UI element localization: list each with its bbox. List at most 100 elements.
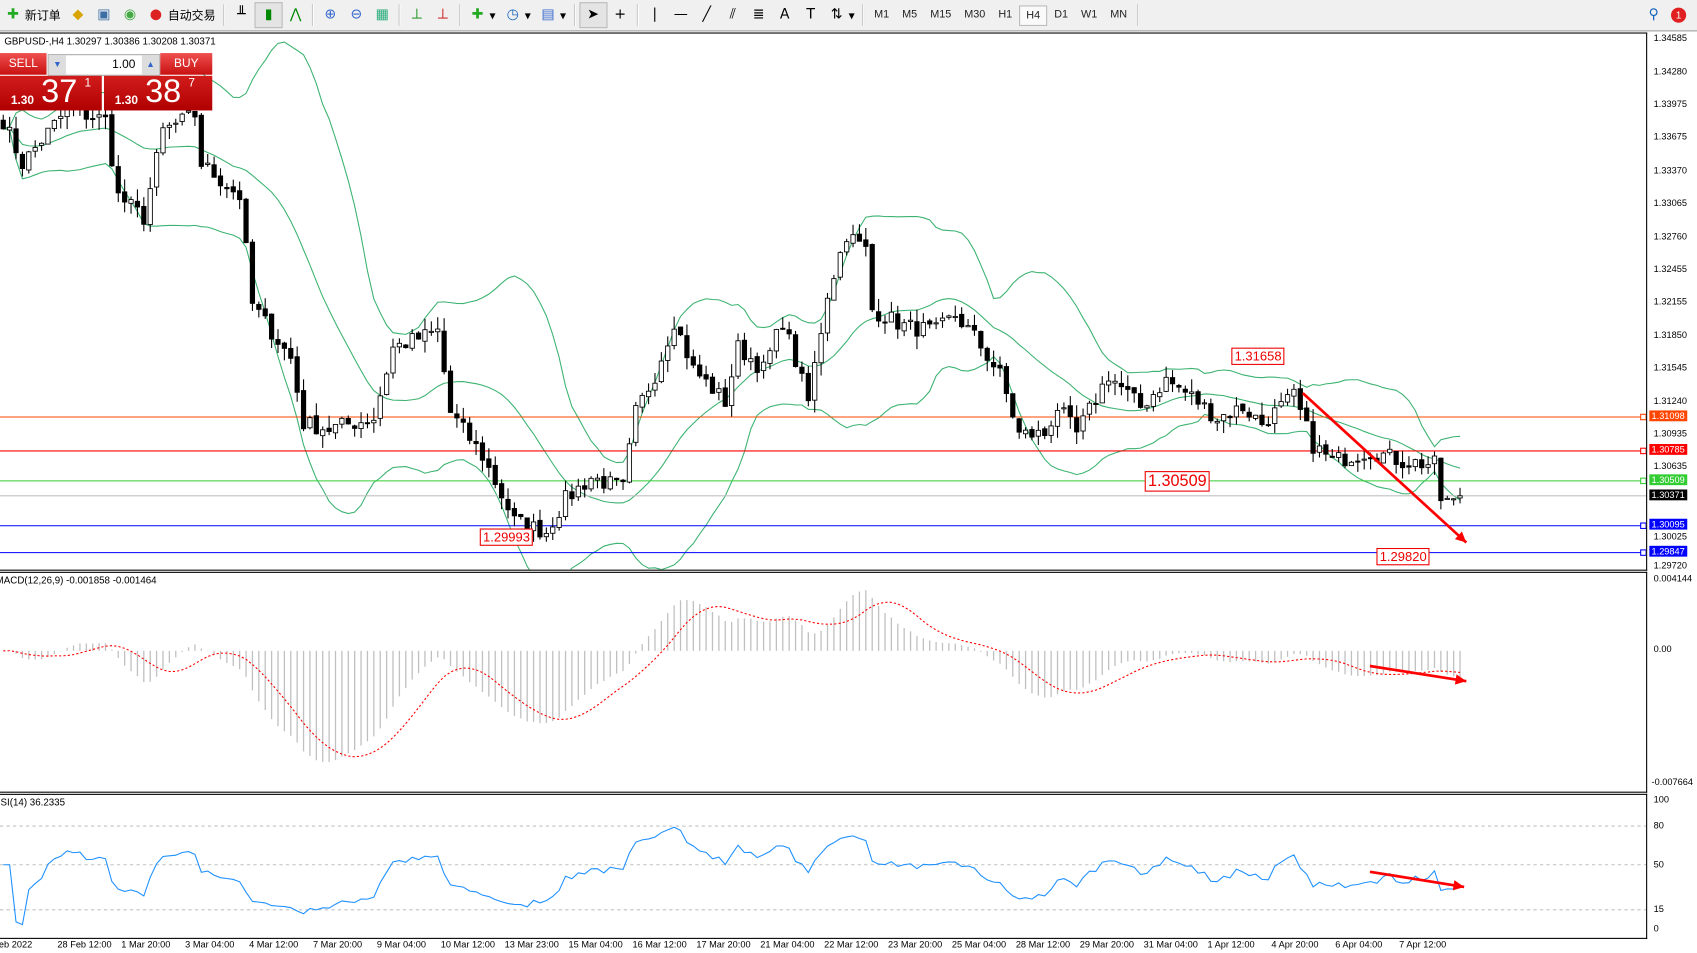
price-axis[interactable]: 1.34585 1.34280 1.33975 1.33675 1.33370 1.330… <box>1647 32 1697 571</box>
cursor-button[interactable]: ➤ <box>578 2 608 29</box>
auto-scroll-button[interactable]: ⊥ <box>404 3 430 27</box>
rsi-canvas <box>0 825 1647 926</box>
bearish-candle-body <box>1393 450 1399 465</box>
candle-chart-button[interactable]: ▮ <box>254 2 283 29</box>
candle <box>7 116 13 143</box>
sell-price-button[interactable]: 1.30 37 1 <box>0 74 102 111</box>
bullish-candle-body <box>339 417 345 425</box>
bearish-candle-body <box>741 339 748 361</box>
bearish-candle-body <box>415 332 422 340</box>
periods-button[interactable]: ◷ ▾ <box>500 3 535 27</box>
zoom-in-button[interactable]: ⊕ <box>317 3 343 27</box>
lot-decrease-icon[interactable]: ▼ <box>48 55 67 75</box>
bearish-candle-body <box>211 164 217 178</box>
bullish-candle-body <box>7 126 13 131</box>
bullish-candle-body <box>652 382 658 391</box>
sell-button[interactable]: SELL <box>0 53 47 75</box>
text-label-button[interactable]: T <box>798 3 824 27</box>
search-icon[interactable]: ⚲ <box>1648 6 1659 23</box>
bullish-candle-body <box>422 329 428 342</box>
text-button[interactable]: A <box>772 3 798 27</box>
line-chart-button[interactable]: ⋀ <box>283 3 309 27</box>
bearish-candle-body <box>799 366 805 374</box>
crosshair-button[interactable]: + <box>607 3 633 27</box>
period-w1-button[interactable]: W1 <box>1081 8 1098 21</box>
lot-increase-icon[interactable]: ▲ <box>141 55 160 75</box>
period-m15-button[interactable]: M15 <box>930 8 952 21</box>
period-h1-button[interactable]: H1 <box>998 8 1013 21</box>
bearish-candle-body <box>869 244 875 311</box>
candle <box>786 321 792 340</box>
auto-trading-button[interactable]: ● 自动交易 <box>143 3 220 27</box>
bullish-candle-body <box>837 252 843 278</box>
indicators-button[interactable]: ✚ ▾ <box>465 3 500 27</box>
market-watch-button[interactable]: ◆ <box>65 3 91 27</box>
period-m30-button[interactable]: M30 <box>964 8 986 21</box>
buy-price-button[interactable]: 1.30 38 7 <box>103 74 213 111</box>
bullish-candle-body <box>550 526 556 534</box>
buy-button[interactable]: BUY <box>160 53 213 75</box>
zoom-out-button[interactable]: ⊖ <box>343 3 369 27</box>
time-axis[interactable]: 27 Feb 2022 28 Feb 12:00 1 Mar 20:00 3 Mar … <box>0 938 1646 953</box>
candle <box>1182 385 1188 401</box>
period-h4-button[interactable]: H4 <box>1018 4 1048 26</box>
time-tick: 7 Mar 20:00 <box>312 938 363 950</box>
tile-windows-button[interactable]: ▦ <box>369 3 395 27</box>
candle <box>543 527 549 542</box>
bearish-candle-body <box>486 458 492 468</box>
channel-button[interactable]: ⫽ <box>720 3 746 27</box>
signals-button[interactable]: ◉ <box>117 3 143 27</box>
bearish-candle-body <box>454 413 460 419</box>
bullish-candle-body <box>633 405 639 443</box>
lot-size-input[interactable]: ▼ 1.00 ▲ <box>47 54 161 76</box>
templates-button[interactable]: ▤ ▾ <box>541 6 566 23</box>
bearish-candle-body <box>601 476 607 489</box>
bullish-candle-body <box>26 151 32 171</box>
notification-badge[interactable]: 1 <box>1671 7 1687 23</box>
bullish-candle-body <box>831 278 837 301</box>
bearish-candle-body <box>300 390 307 430</box>
candle <box>1010 393 1016 419</box>
bearish-candle-body <box>1016 418 1022 433</box>
rsi-divergence-arrow-head <box>1452 880 1465 891</box>
chart-shift-button[interactable]: ⊥ <box>430 3 456 27</box>
rsi-tick: 80 <box>1653 819 1664 831</box>
bearish-candle-body <box>122 191 128 203</box>
sell-price-prefix: 1.30 <box>10 94 35 108</box>
bullish-candle-body <box>1099 383 1105 404</box>
candle <box>313 403 319 435</box>
candle <box>556 510 562 531</box>
bar-chart-icon: ╨ <box>237 6 246 23</box>
trendline-button[interactable]: ╱ <box>694 3 720 27</box>
price-chart[interactable]: GBPUSD-,H4 1.30297 1.30386 1.30208 1.303… <box>0 32 1648 571</box>
bullish-candle-body <box>1022 429 1029 435</box>
period-mn-button[interactable]: MN <box>1110 8 1128 21</box>
candle <box>741 332 748 366</box>
horizontal-line-button[interactable]: — <box>668 3 694 27</box>
fibonacci-button[interactable]: ≣ <box>746 3 772 27</box>
data-window-button[interactable]: ▣ <box>91 3 117 27</box>
vertical-line-button[interactable]: | <box>642 3 668 27</box>
bearish-candle-body <box>1029 429 1035 438</box>
macd-panel[interactable]: MACD(12,26,9) -0.001858 -0.001464 <box>0 571 1648 793</box>
bar-chart-button[interactable]: ╨ <box>229 3 255 27</box>
bearish-candle-body <box>537 519 543 538</box>
new-order-button[interactable]: ✚ 新订单 <box>0 3 65 27</box>
rsi-panel[interactable]: RSI(14) 36.2335 <box>0 793 1648 939</box>
bearish-candle-body <box>1406 465 1412 468</box>
bullish-candle-body <box>965 325 971 328</box>
candle <box>997 356 1003 377</box>
bearish-candle-body <box>984 347 990 361</box>
period-m5-button[interactable]: M5 <box>902 8 918 21</box>
candle <box>1061 402 1067 414</box>
candle <box>959 307 965 329</box>
bearish-candle-body <box>460 418 466 423</box>
period-m1-button[interactable]: M1 <box>874 8 890 21</box>
candle <box>895 305 901 339</box>
period-d1-button[interactable]: D1 <box>1054 8 1069 21</box>
toolbar: ✚ 新订单 ◆ ▣ ◉ ● 自动交易 ╨ ▮ ⋀ ⊕ ⊖ ▦ ⊥ ⊥ ✚ ▾ ◷ ▾ ▤… <box>0 0 1697 32</box>
bearish-candle-body <box>1240 403 1246 412</box>
arrows-button[interactable]: ⇅ ▾ <box>824 3 859 27</box>
macd-signal-line <box>3 601 1461 758</box>
candle <box>320 426 326 448</box>
